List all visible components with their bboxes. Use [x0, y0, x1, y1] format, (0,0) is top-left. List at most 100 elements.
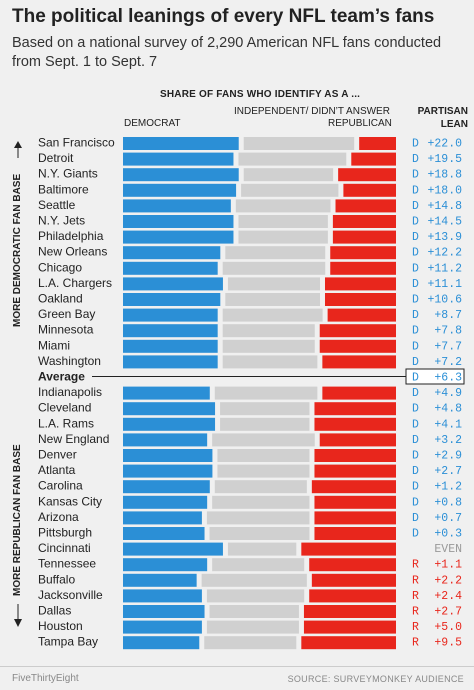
lean-party-carolina: D	[412, 481, 419, 494]
bar-democrat-n-y-giants	[123, 168, 239, 182]
bar-republican-denver	[314, 449, 396, 462]
bar-independent-carolina	[214, 480, 307, 494]
lean-value-atlanta: +2.7	[434, 465, 462, 478]
bar-democrat-new-orleans	[123, 246, 221, 260]
lean-value-average: +6.3	[434, 372, 462, 385]
bar-democrat-indianapolis	[123, 386, 210, 400]
bar-democrat-chicago	[123, 261, 218, 275]
team-label-average: Average	[38, 370, 85, 384]
democrat-column-label: DEMOCRAT	[124, 118, 181, 129]
lean-value-minnesota: +7.8	[434, 325, 462, 338]
lean-party-denver: D	[412, 450, 419, 463]
lean-party-san-francisco: D	[412, 138, 419, 151]
lean-party-miami: D	[412, 340, 419, 353]
bar-independent-new-orleans	[225, 246, 326, 260]
lean-value-san-francisco: +22.0	[427, 138, 462, 151]
lean-party-oakland: D	[412, 294, 419, 307]
lean-value-seattle: +14.8	[427, 200, 462, 213]
bar-republican-kansas-city	[314, 495, 396, 509]
lean-value-arizona: +0.7	[434, 512, 462, 525]
bar-republican-atlanta	[314, 464, 396, 478]
bar-independent-jacksonville	[206, 589, 305, 603]
bar-republican-dallas	[303, 605, 396, 618]
lean-party-houston: R	[412, 621, 419, 634]
bar-democrat-miami	[123, 339, 218, 353]
lean-value-oakland: +10.6	[427, 294, 462, 307]
lean-value-new-orleans: +12.2	[427, 247, 462, 260]
lean-value-buffalo: +2.2	[434, 574, 462, 587]
bar-democrat-tennessee	[123, 558, 208, 572]
bar-independent-new-england	[212, 433, 315, 447]
lean-value-baltimore: +18.0	[427, 184, 462, 197]
team-label-minnesota: Minnesota	[38, 323, 94, 337]
bar-independent-arizona	[206, 511, 310, 525]
bar-independent-pittsburgh	[209, 527, 310, 540]
lean-party-washington: D	[412, 356, 419, 369]
lean-party-chicago: D	[412, 262, 419, 275]
bar-republican-new-orleans	[330, 246, 396, 260]
lean-value-l-a-chargers: +11.1	[427, 278, 462, 291]
bar-independent-minnesota	[222, 324, 315, 338]
bar-republican-l-a-rams	[314, 417, 396, 431]
bar-independent-n-y-jets	[238, 215, 328, 228]
lean-value-miami: +7.7	[434, 340, 462, 353]
team-label-detroit: Detroit	[38, 151, 74, 165]
lean-party-new-orleans: D	[412, 247, 419, 260]
bar-republican-san-francisco	[359, 137, 396, 150]
bar-independent-oakland	[225, 293, 320, 306]
lean-value-n-y-jets: +14.5	[427, 216, 462, 229]
bar-democrat-l-a-chargers	[123, 277, 223, 291]
bar-republican-oakland	[324, 293, 396, 306]
bar-republican-arizona	[314, 511, 396, 525]
team-label-tampa-bay: Tampa Bay	[38, 635, 98, 649]
team-label-arizona: Arizona	[38, 510, 79, 524]
bar-independent-green-bay	[222, 308, 323, 322]
lean-party-green-bay: D	[412, 309, 419, 322]
lean-value-cincinnati: EVEN	[434, 543, 462, 556]
bar-republican-baltimore	[343, 183, 396, 197]
lean-value-l-a-rams: +4.1	[434, 418, 462, 431]
bar-democrat-n-y-jets	[123, 215, 234, 228]
team-label-chicago: Chicago	[38, 260, 82, 274]
team-label-carolina: Carolina	[38, 479, 83, 493]
lean-party-indianapolis: D	[412, 387, 419, 400]
bar-democrat-arizona	[123, 511, 202, 525]
bar-democrat-cleveland	[123, 402, 216, 416]
footer-source: SOURCE: SURVEYMONKEY AUDIENCE	[287, 674, 464, 684]
lean-party-l-a-rams: D	[412, 418, 419, 431]
bar-independent-n-y-giants	[243, 168, 334, 182]
lean-party-detroit: D	[412, 153, 419, 166]
lean-party-kansas-city: D	[412, 496, 419, 509]
bar-democrat-philadelphia	[123, 230, 234, 244]
bar-independent-chicago	[222, 261, 326, 275]
team-label-green-bay: Green Bay	[38, 307, 95, 321]
lean-party-n-y-giants: D	[412, 169, 419, 182]
bar-democrat-green-bay	[123, 308, 218, 322]
lean-value-houston: +5.0	[434, 621, 462, 634]
team-label-n-y-giants: N.Y. Giants	[38, 167, 98, 181]
lean-value-pittsburgh: +0.3	[434, 528, 462, 541]
bar-independent-philadelphia	[238, 230, 328, 244]
bar-independent-kansas-city	[212, 495, 310, 509]
lean-party-tennessee: R	[412, 559, 419, 572]
bar-republican-pittsburgh	[314, 527, 396, 540]
bar-independent-buffalo	[201, 573, 307, 587]
team-label-atlanta: Atlanta	[38, 463, 76, 477]
bar-independent-san-francisco	[243, 137, 355, 150]
bar-independent-l-a-chargers	[227, 277, 320, 291]
bar-independent-tampa-bay	[204, 636, 297, 650]
bar-independent-cincinnati	[227, 542, 297, 556]
bar-independent-tennessee	[212, 558, 305, 572]
bar-independent-houston	[206, 620, 299, 634]
team-label-san-francisco: San Francisco	[38, 136, 115, 150]
bar-democrat-jacksonville	[123, 589, 202, 603]
lean-value-new-england: +3.2	[434, 434, 462, 447]
bar-democrat-kansas-city	[123, 495, 208, 509]
team-label-new-orleans: New Orleans	[38, 245, 107, 259]
bar-republican-jacksonville	[309, 589, 396, 603]
lean-value-chicago: +11.2	[427, 262, 462, 275]
team-label-pittsburgh: Pittsburgh	[38, 526, 92, 540]
footer-divider	[0, 666, 474, 667]
team-label-new-england: New England	[38, 432, 109, 446]
